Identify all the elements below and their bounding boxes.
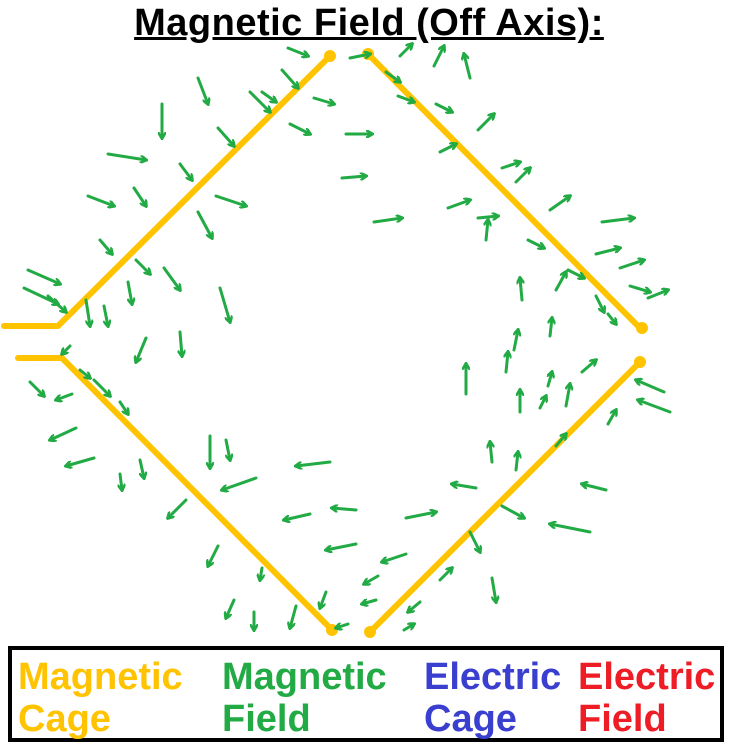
cage-endpoint <box>636 322 648 334</box>
legend-label: Cage <box>18 698 111 740</box>
legend-item-electric-field: Electric Field <box>578 656 715 740</box>
legend-item-magnetic-field: Magnetic Field <box>222 656 387 740</box>
legend-label: Cage <box>424 698 517 740</box>
cage-endpoint <box>634 356 646 368</box>
legend-label: Electric <box>424 656 562 698</box>
legend-label: Electric <box>578 656 716 698</box>
cage-endpoint <box>364 626 376 638</box>
legend-label: Field <box>578 698 667 740</box>
cage-upper-left <box>1 53 333 329</box>
legend-label: Magnetic <box>222 656 387 698</box>
magnetic-cage <box>1 51 643 635</box>
cage-lower-left <box>15 355 335 633</box>
cage-endpoint <box>326 624 338 636</box>
cage-lower-right <box>367 359 643 635</box>
legend-item-electric-cage: Electric Cage <box>424 656 561 740</box>
legend-label: Magnetic <box>18 656 183 698</box>
legend-item-magnetic-cage: Magnetic Cage <box>18 656 183 740</box>
legend-label: Field <box>222 698 311 740</box>
cage-upper-right <box>365 51 643 331</box>
cage-endpoint <box>324 50 336 62</box>
magnetic-field-arrows <box>22 44 672 630</box>
legend: Magnetic Cage Magnetic Field Electric Ca… <box>8 646 724 742</box>
diagram-title: Magnetic Field (Off Axis): <box>134 2 604 44</box>
cage-endpoints <box>324 48 648 638</box>
